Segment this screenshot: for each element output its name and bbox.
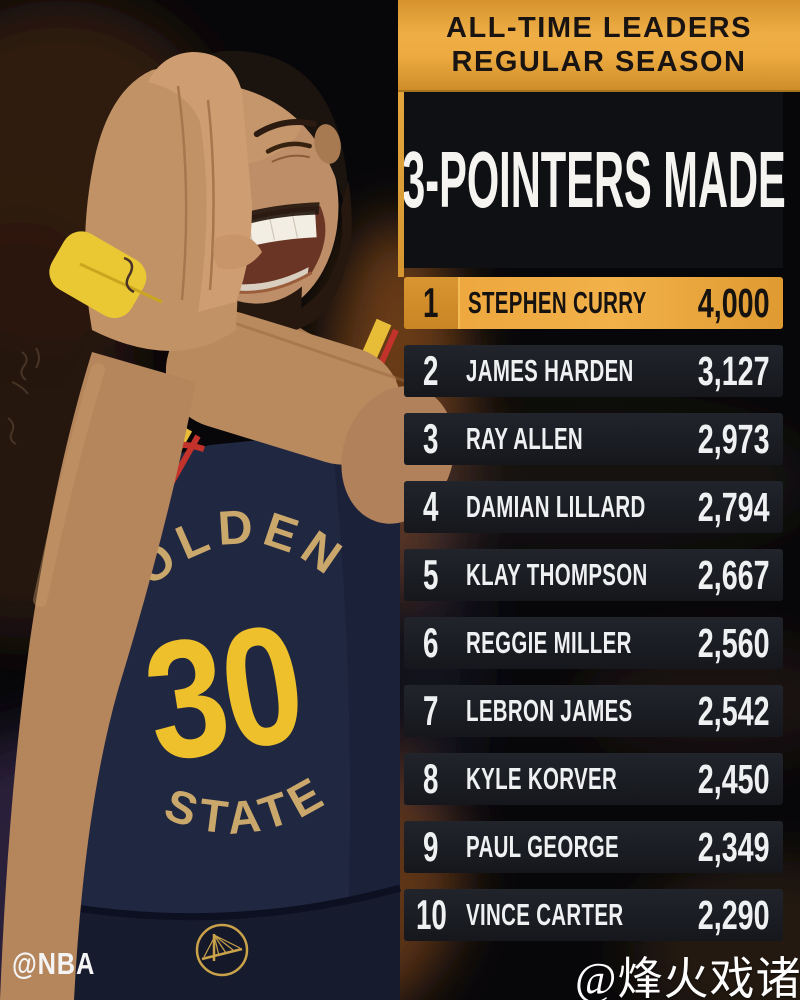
rank-cell: 8 <box>404 753 458 805</box>
player-name: KYLE KORVER <box>466 761 618 796</box>
leaderboard-row: 1 STEPHEN CURRY 4,000 <box>404 277 783 329</box>
rank-cell: 7 <box>404 685 458 737</box>
gold-spine-strip <box>398 92 404 277</box>
player-name: PAUL GEORGE <box>466 829 619 864</box>
value-cell: 2,973 <box>667 416 783 463</box>
value-cell: 2,667 <box>667 552 783 599</box>
leaderboard-row: 10 VINCE CARTER 2,290 <box>404 889 783 941</box>
ear <box>314 124 341 164</box>
leaderboard-row: 4 DAMIAN LILLARD 2,794 <box>404 481 783 533</box>
jersey-number: 30 <box>133 589 312 798</box>
name-cell: KYLE KORVER <box>458 761 667 797</box>
leaderboard-row: 3 RAY ALLEN 2,973 <box>404 413 783 465</box>
rank-label: 7 <box>423 687 439 734</box>
stat-title-box: 3-POINTERS MADE <box>401 92 786 268</box>
rank-cell: 2 <box>404 345 458 397</box>
rank-label: 2 <box>423 347 439 394</box>
panel-header: ALL-TIME LEADERS REGULAR SEASON <box>398 0 800 92</box>
value-cell: 2,560 <box>667 620 783 667</box>
player-value: 4,000 <box>698 279 770 326</box>
player-name: JAMES HARDEN <box>466 353 634 388</box>
value-cell: 4,000 <box>667 280 783 327</box>
name-cell: LEBRON JAMES <box>458 693 667 729</box>
player-name: VINCE CARTER <box>466 897 624 932</box>
player-name: RAY ALLEN <box>466 421 584 456</box>
warriors-bridge-logo <box>195 923 249 977</box>
player-value: 2,349 <box>698 823 770 870</box>
leaderboard: 1 STEPHEN CURRY 4,000 2 JAMES HARDEN 3,1… <box>404 277 783 941</box>
player-name: STEPHEN CURRY <box>468 285 647 320</box>
rank-label: 9 <box>423 823 439 870</box>
player-name: DAMIAN LILLARD <box>466 489 646 524</box>
thumb <box>213 234 262 270</box>
player-value: 3,127 <box>698 347 770 394</box>
rank-cell: 10 <box>404 889 458 941</box>
rank-cell: 4 <box>404 481 458 533</box>
player-value: 2,794 <box>698 483 770 530</box>
header-line1: ALL-TIME LEADERS <box>446 11 752 44</box>
leaderboard-row: 5 KLAY THOMPSON 2,667 <box>404 549 783 601</box>
value-cell: 2,349 <box>667 824 783 871</box>
player-name: REGGIE MILLER <box>466 625 632 660</box>
value-cell: 2,290 <box>667 892 783 939</box>
player-name: LEBRON JAMES <box>466 693 633 728</box>
yellow-wristband <box>49 231 163 319</box>
name-cell: DAMIAN LILLARD <box>458 489 667 525</box>
rank-label: 6 <box>423 619 439 666</box>
value-cell: 2,450 <box>667 756 783 803</box>
rank-cell: 3 <box>404 413 458 465</box>
hands-clasped <box>0 52 262 1000</box>
value-cell: 2,794 <box>667 484 783 531</box>
weibo-watermark: @烽火戏诸侯 <box>575 954 800 1000</box>
shorts <box>55 884 401 1000</box>
leaderboard-row: 6 REGGIE MILLER 2,560 <box>404 617 783 669</box>
mustache <box>198 202 320 241</box>
rank-cell: 5 <box>404 549 458 601</box>
rank-label: 10 <box>415 891 447 938</box>
rank-label: 4 <box>423 483 439 530</box>
name-cell: JAMES HARDEN <box>458 353 667 389</box>
wrist-tattoo <box>123 256 135 294</box>
hebrew-tattoo <box>7 347 40 445</box>
rank-label: 1 <box>423 279 439 326</box>
player-value: 2,667 <box>698 551 770 598</box>
rank-label: 8 <box>423 755 439 802</box>
nba-watermark: @NBA <box>12 946 96 981</box>
name-cell: VINCE CARTER <box>458 897 667 933</box>
name-cell: PAUL GEORGE <box>458 829 667 865</box>
name-cell: KLAY THOMPSON <box>458 557 667 593</box>
rank-label: 3 <box>423 415 439 462</box>
rank-label: 5 <box>423 551 439 598</box>
leaderboard-row: 2 JAMES HARDEN 3,127 <box>404 345 783 397</box>
player-value: 2,560 <box>698 619 770 666</box>
name-cell: REGGIE MILLER <box>458 625 667 661</box>
rank-cell: 9 <box>404 821 458 873</box>
rank-cell: 1 <box>404 277 460 329</box>
value-cell: 3,127 <box>667 348 783 395</box>
player-value: 2,542 <box>698 687 770 734</box>
name-cell: STEPHEN CURRY <box>460 285 667 321</box>
stat-title: 3-POINTERS MADE <box>401 135 786 224</box>
name-cell: RAY ALLEN <box>458 421 667 457</box>
header-line2: REGULAR SEASON <box>451 46 747 78</box>
player-name: KLAY THOMPSON <box>466 557 648 592</box>
value-cell: 2,542 <box>667 688 783 735</box>
leaderboard-row: 8 KYLE KORVER 2,450 <box>404 753 783 805</box>
leaderboard-row: 7 LEBRON JAMES 2,542 <box>404 685 783 737</box>
player-value: 2,973 <box>698 415 770 462</box>
rank-cell: 6 <box>404 617 458 669</box>
player-value: 2,290 <box>698 891 770 938</box>
leaderboard-row: 9 PAUL GEORGE 2,349 <box>404 821 783 873</box>
player-value: 2,450 <box>698 755 770 802</box>
